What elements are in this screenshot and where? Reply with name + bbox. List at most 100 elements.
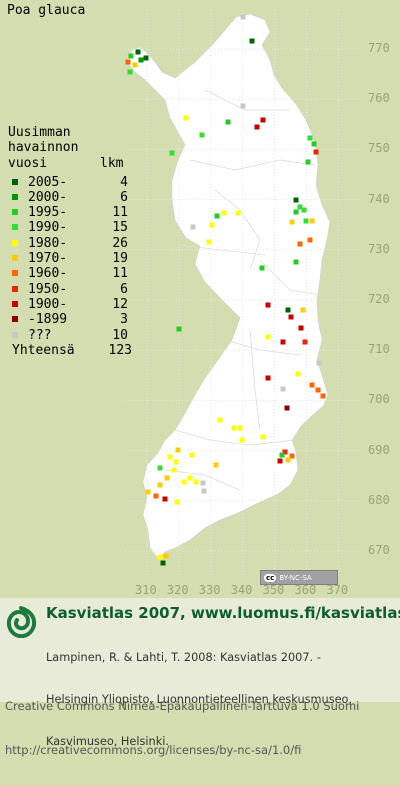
observation-marker xyxy=(160,560,166,566)
observation-marker xyxy=(138,57,144,63)
cc-icon: cc xyxy=(264,573,277,582)
x-tick-label: 370 xyxy=(326,583,349,597)
observation-marker xyxy=(239,437,245,443)
legend-row: 2000- 6 xyxy=(8,190,128,205)
observation-marker xyxy=(201,488,207,494)
observation-marker xyxy=(225,119,231,125)
observation-marker xyxy=(125,59,131,65)
legend-row: 2005- 4 xyxy=(8,175,128,190)
cc-badge-label: BY-NC-SA xyxy=(279,573,312,582)
observation-marker xyxy=(307,135,313,141)
observation-marker xyxy=(320,393,326,399)
legend-total: Yhteensä 123 xyxy=(8,343,132,359)
observation-marker xyxy=(297,204,303,210)
observation-marker xyxy=(259,265,265,271)
observation-marker xyxy=(284,405,290,411)
license-url-link[interactable]: http://creativecommons.org/licenses/by-n… xyxy=(5,742,302,757)
legend-swatch xyxy=(12,239,18,246)
observation-marker xyxy=(309,382,315,388)
legend-row: -1899 3 xyxy=(8,312,128,327)
observation-marker xyxy=(157,482,163,488)
observation-marker xyxy=(169,150,175,156)
observation-marker xyxy=(313,149,319,155)
observation-marker xyxy=(298,325,304,331)
observation-marker xyxy=(164,475,170,481)
legend-count: 11 xyxy=(112,266,128,282)
x-tick-label: 320 xyxy=(166,583,189,597)
observation-marker xyxy=(293,259,299,265)
observation-marker xyxy=(189,452,195,458)
finland-landmass xyxy=(126,13,331,559)
legend-period-label: ??? xyxy=(28,327,52,343)
legend-row: 1995- 11 xyxy=(8,205,128,220)
observation-marker xyxy=(143,55,149,61)
observation-marker xyxy=(309,218,315,224)
observation-marker xyxy=(288,314,294,320)
observation-marker xyxy=(213,462,219,468)
observation-marker xyxy=(282,449,288,455)
y-tick-label: 750 xyxy=(368,141,390,156)
legend-rows: 2005- 4 2000- 6 1995- 11 1990- 15 1980- 26 1970- 19… xyxy=(8,175,128,343)
observation-marker xyxy=(221,210,227,216)
observation-marker xyxy=(187,475,193,481)
observation-marker xyxy=(193,479,199,485)
x-tick-label: 350 xyxy=(262,583,285,597)
observation-marker xyxy=(231,425,237,431)
observation-marker xyxy=(280,386,286,392)
y-tick-label: 670 xyxy=(368,543,390,557)
observation-marker xyxy=(302,339,308,345)
legend-count: 11 xyxy=(112,205,128,221)
y-tick-label: 770 xyxy=(368,41,390,55)
y-tick-label: 700 xyxy=(368,392,390,407)
legend-period-label: 1995- xyxy=(28,205,68,221)
observation-marker xyxy=(127,69,133,75)
observation-marker xyxy=(289,219,295,225)
legend-period-label: 1960- xyxy=(28,266,68,282)
site-title-link[interactable]: Kasviatlas 2007, www.luomus.fi/kasviatla… xyxy=(46,604,400,622)
observation-marker xyxy=(301,207,307,213)
y-tick-label: 680 xyxy=(368,492,390,507)
legend-swatch xyxy=(12,270,18,277)
observation-marker xyxy=(128,53,134,59)
legend-period-label: -1899 xyxy=(28,312,68,328)
legend-header-line-1: Uusimman xyxy=(8,125,71,140)
legend-period-label: 1980- xyxy=(28,235,68,251)
legend-swatch xyxy=(12,331,18,338)
y-tick-label: 690 xyxy=(368,442,390,457)
legend-swatch xyxy=(12,300,18,307)
observation-marker xyxy=(260,117,266,123)
legend-count: 19 xyxy=(112,251,128,267)
distribution-map: Poa glauca Uusimman havainnon vuosi lkm … xyxy=(7,3,390,597)
observation-marker xyxy=(307,237,313,243)
observation-marker xyxy=(163,553,169,559)
legend-swatch xyxy=(12,178,18,185)
observation-marker xyxy=(209,222,215,228)
observation-marker xyxy=(295,371,301,377)
observation-marker xyxy=(303,218,309,224)
legend-total-label: Yhteensä xyxy=(12,342,75,358)
y-tick-label: 710 xyxy=(368,342,390,357)
observation-marker xyxy=(214,213,220,219)
observation-marker xyxy=(183,115,189,121)
observation-marker xyxy=(277,458,283,464)
legend-period-label: 2000- xyxy=(28,189,68,205)
observation-marker xyxy=(174,499,180,505)
legend-count: 6 xyxy=(120,189,128,205)
legend-count: 3 xyxy=(120,312,128,328)
observation-marker xyxy=(171,467,177,473)
y-tick-label: 760 xyxy=(368,91,390,106)
cc-license-badge[interactable]: cc BY-NC-SA xyxy=(260,570,338,585)
license-text: Creative Commons Nimeä-Epäkaupallinen-Ta… xyxy=(5,670,359,786)
coordinate-grid xyxy=(125,10,362,575)
kasviatlas-logo-icon xyxy=(6,606,37,638)
observation-marker xyxy=(297,241,303,247)
x-tick-label: 360 xyxy=(294,583,317,597)
observation-marker xyxy=(173,459,179,465)
legend-header: Uusimman havainnon vuosi lkm xyxy=(8,125,132,171)
observation-marker xyxy=(157,554,163,560)
observation-marker xyxy=(249,38,255,44)
legend-row: 1950- 6 xyxy=(8,282,128,297)
observation-marker xyxy=(280,339,286,345)
legend-row: 1980- 26 xyxy=(8,236,128,251)
x-tick-label: 340 xyxy=(230,583,253,597)
